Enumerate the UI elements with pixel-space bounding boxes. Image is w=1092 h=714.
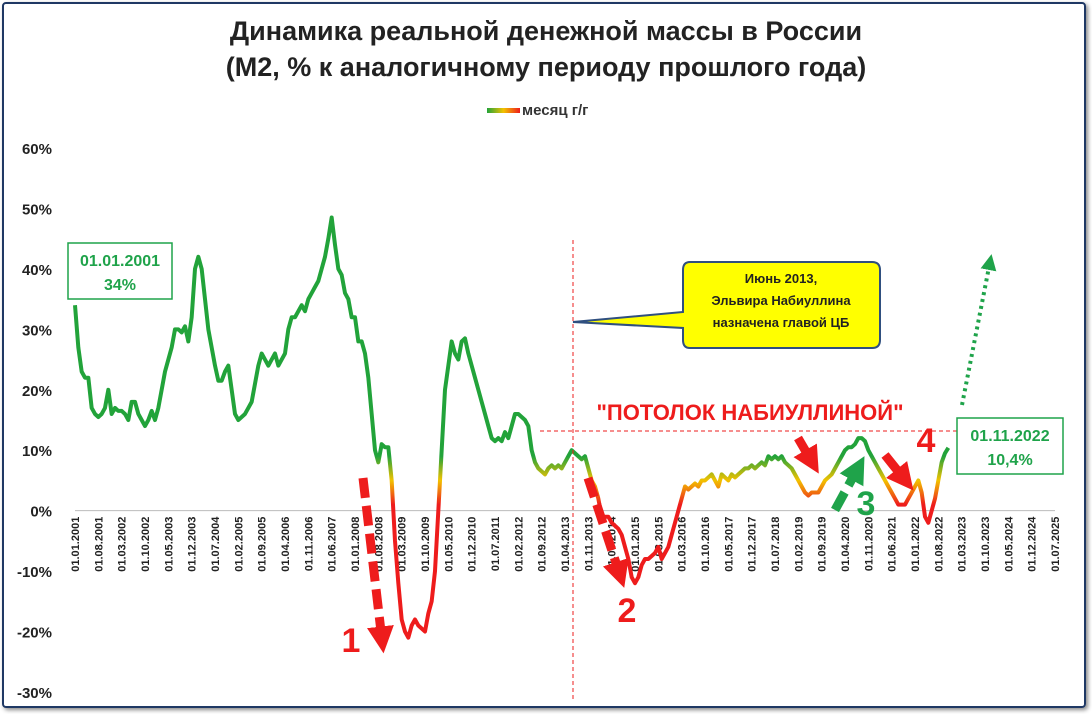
x-tick-label: 01.11.2006 bbox=[303, 517, 315, 571]
arrows bbox=[358, 435, 914, 654]
marker-label: 2 bbox=[618, 592, 637, 630]
x-tick-label: 01.09.2005 bbox=[257, 517, 269, 572]
x-tick-label: 01.11.2020 bbox=[863, 517, 875, 571]
x-tick-label: 01.05.2010 bbox=[443, 517, 455, 572]
x-tick-label: 01.02.2019 bbox=[793, 517, 805, 572]
x-tick-label: 01.03.2002 bbox=[117, 517, 129, 572]
callout-text: Эльвира Набиуллина bbox=[711, 293, 851, 308]
x-tick-label: 01.06.2007 bbox=[327, 517, 339, 572]
x-tick-label: 01.05.2017 bbox=[723, 517, 735, 572]
x-tick-label: 01.12.2003 bbox=[187, 517, 199, 572]
x-tick-label: 01.08.2022 bbox=[933, 517, 945, 572]
arrow bbox=[583, 476, 629, 588]
start-value: 34% bbox=[104, 277, 136, 294]
y-tick-label: 0% bbox=[30, 504, 52, 521]
end-value: 10,4% bbox=[987, 452, 1032, 469]
x-tick-label: 01.05.2024 bbox=[1003, 516, 1015, 572]
marker-label: 3 bbox=[857, 485, 876, 523]
x-tick-label: 01.02.2005 bbox=[233, 517, 245, 572]
x-tick-label: 01.07.2011 bbox=[490, 517, 502, 571]
start-box bbox=[67, 242, 173, 300]
arrow bbox=[831, 456, 865, 513]
arrow bbox=[793, 435, 819, 474]
legend-label: месяц г/г bbox=[522, 102, 588, 119]
x-tick-label: 01.04.2013 bbox=[560, 517, 572, 572]
x-tick-label: 01.08.2001 bbox=[93, 517, 105, 572]
end-date: 01.11.2022 bbox=[970, 428, 1049, 445]
x-tick-label: 01.12.2017 bbox=[747, 517, 759, 572]
callout-text: назначена главой ЦБ bbox=[713, 315, 850, 330]
x-tick-label: 01.03.2009 bbox=[397, 517, 409, 572]
chart-subtitle: (М2, % к аналогичному периоду прошлого г… bbox=[226, 52, 866, 82]
x-tick-label: 01.10.2016 bbox=[700, 517, 712, 572]
marker-label: 4 bbox=[917, 422, 936, 460]
y-tick-label: -20% bbox=[17, 625, 52, 642]
x-tick-label: 01.04.2006 bbox=[280, 517, 292, 572]
x-tick-label: 01.12.2010 bbox=[467, 517, 479, 572]
y-tick-label: 40% bbox=[22, 262, 52, 279]
x-tick-label: 01.10.2002 bbox=[140, 517, 152, 572]
x-tick-label: 01.01.2022 bbox=[910, 517, 922, 572]
start-date: 01.01.2001 bbox=[80, 253, 160, 270]
arrow bbox=[881, 452, 914, 491]
trend-arrow bbox=[960, 254, 997, 406]
x-tick-label: 01.03.2016 bbox=[677, 517, 689, 572]
x-tick-label: 01.08.2008 bbox=[373, 517, 385, 572]
ceiling-label: "ПОТОЛОК НАБИУЛЛИНОЙ" bbox=[596, 400, 903, 425]
x-tick-label: 01.10.2009 bbox=[420, 517, 432, 572]
x-tick-label: 01.02.2012 bbox=[513, 517, 525, 572]
x-tick-label: 01.09.2019 bbox=[817, 517, 829, 572]
y-tick-label: 10% bbox=[22, 443, 52, 460]
x-tick-label: 01.04.2020 bbox=[840, 517, 852, 572]
end-box bbox=[956, 417, 1064, 475]
x-tick-label: 01.12.2024 bbox=[1027, 516, 1039, 572]
x-tick-label: 01.05.2003 bbox=[163, 517, 175, 572]
x-tick-label: 01.11.2013 bbox=[583, 517, 595, 571]
y-tick-label: -10% bbox=[17, 564, 52, 581]
x-tick-label: 01.08.2015 bbox=[653, 517, 665, 572]
plot-area: -30% -20% -10% 0% 10% 20% 30% 40% 50% 60% 01.01.20… bbox=[17, 141, 1062, 702]
x-tick-label: 01.09.2012 bbox=[537, 517, 549, 572]
legend: месяц г/г bbox=[487, 102, 588, 119]
x-tick-label: 01.10.2023 bbox=[980, 517, 992, 572]
x-tick-label: 01.06.2021 bbox=[887, 517, 899, 572]
callout-box bbox=[572, 261, 881, 349]
x-tick-label: 01.01.2001 bbox=[70, 517, 82, 572]
marker-label: 1 bbox=[342, 622, 361, 660]
callout-text: Июнь 2013, bbox=[745, 271, 817, 286]
y-tick-label: 20% bbox=[22, 383, 52, 400]
legend-swatch bbox=[487, 108, 520, 113]
x-tick-label: 01.07.2004 bbox=[210, 516, 222, 572]
y-tick-label: 60% bbox=[22, 141, 52, 158]
x-tick-label: 01.01.2015 bbox=[630, 517, 642, 572]
line bbox=[73, 215, 951, 640]
y-tick-label: -30% bbox=[17, 685, 52, 702]
x-tick-label: 01.03.2023 bbox=[957, 517, 969, 572]
chart-title: Динамика реальной денежной массы в Росси… bbox=[230, 16, 862, 46]
x-tick-label: 01.07.2025 bbox=[1050, 517, 1062, 572]
x-tick-label: 01.01.2008 bbox=[350, 517, 362, 572]
y-tick-label: 30% bbox=[22, 322, 52, 339]
x-tick-label: 01.07.2018 bbox=[770, 517, 782, 572]
y-tick-label: 50% bbox=[22, 201, 52, 218]
